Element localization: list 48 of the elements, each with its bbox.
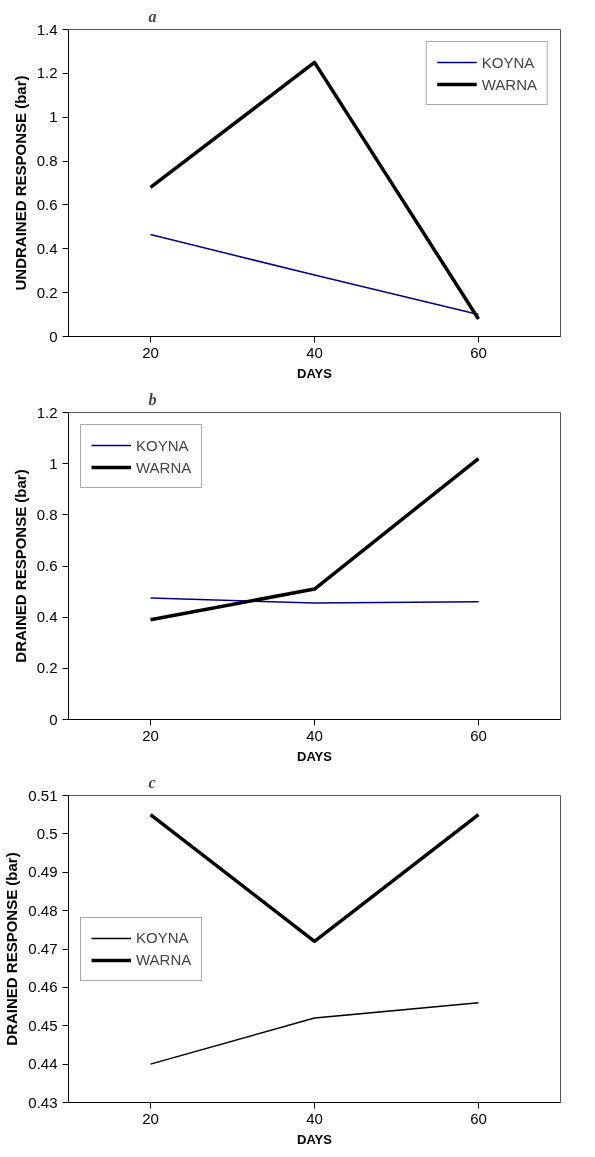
y-tick-label: 0.44: [28, 1055, 58, 1073]
y-tick-label: 0.48: [28, 901, 58, 919]
x-axis-title: DAYS: [297, 748, 333, 764]
y-tick-label: 0.6: [36, 557, 58, 574]
y-tick-label: 0.6: [36, 195, 58, 213]
chart-title: c: [148, 773, 156, 791]
y-tick-label: 0.43: [28, 1093, 58, 1111]
chart-title: a: [148, 7, 157, 25]
x-tick-label: 20: [142, 343, 159, 361]
legend-label: KOYNA: [481, 53, 535, 71]
y-tick-label: 1.2: [36, 64, 58, 82]
y-tick-label: 0: [49, 710, 58, 728]
x-tick-label: 20: [142, 726, 159, 744]
legend-label: KOYNA: [136, 929, 189, 946]
legend-label: WARNA: [481, 75, 537, 93]
y-axis-title: DRAINED RESPONSE (bar): [3, 852, 21, 1046]
y-tick-label: 1.2: [36, 403, 58, 421]
x-tick-label: 40: [306, 1109, 323, 1127]
y-tick-label: 0.49: [28, 863, 58, 881]
y-tick-label: 0.51: [28, 786, 58, 804]
y-tick-label: 0.2: [36, 283, 58, 301]
x-axis-title: DAYS: [297, 365, 333, 381]
x-tick-label: 60: [470, 1109, 487, 1127]
legend-label: WARNA: [136, 458, 192, 476]
y-tick-label: 0.45: [28, 1016, 58, 1034]
x-tick-label: 20: [142, 1109, 159, 1127]
y-tick-label: 0: [49, 327, 58, 345]
y-tick-label: 0.47: [28, 940, 58, 957]
chart-title: b: [148, 390, 157, 408]
y-tick-label: 0.4: [36, 239, 58, 257]
x-tick-label: 60: [470, 726, 487, 744]
x-axis-title: DAYS: [297, 1131, 333, 1147]
legend-label: KOYNA: [136, 436, 189, 454]
y-tick-label: 0.2: [36, 659, 58, 677]
x-tick-label: 40: [306, 343, 323, 361]
x-tick-label: 40: [306, 726, 323, 744]
y-tick-label: 1.4: [36, 20, 58, 38]
y-axis-title: UNDRAINED RESPONSE (bar): [11, 75, 29, 291]
y-tick-label: 0.8: [36, 152, 58, 170]
y-tick-label: 0.8: [36, 505, 58, 523]
x-tick-label: 60: [470, 343, 487, 361]
legend-label: WARNA: [136, 951, 192, 968]
y-tick-label: 0.5: [36, 824, 58, 842]
y-tick-label: 0.46: [28, 978, 58, 996]
y-tick-label: 1: [49, 454, 58, 472]
y-tick-label: 1: [49, 108, 58, 126]
y-tick-label: 0.4: [36, 608, 58, 626]
y-axis-title: DRAINED RESPONSE (bar): [11, 469, 29, 663]
